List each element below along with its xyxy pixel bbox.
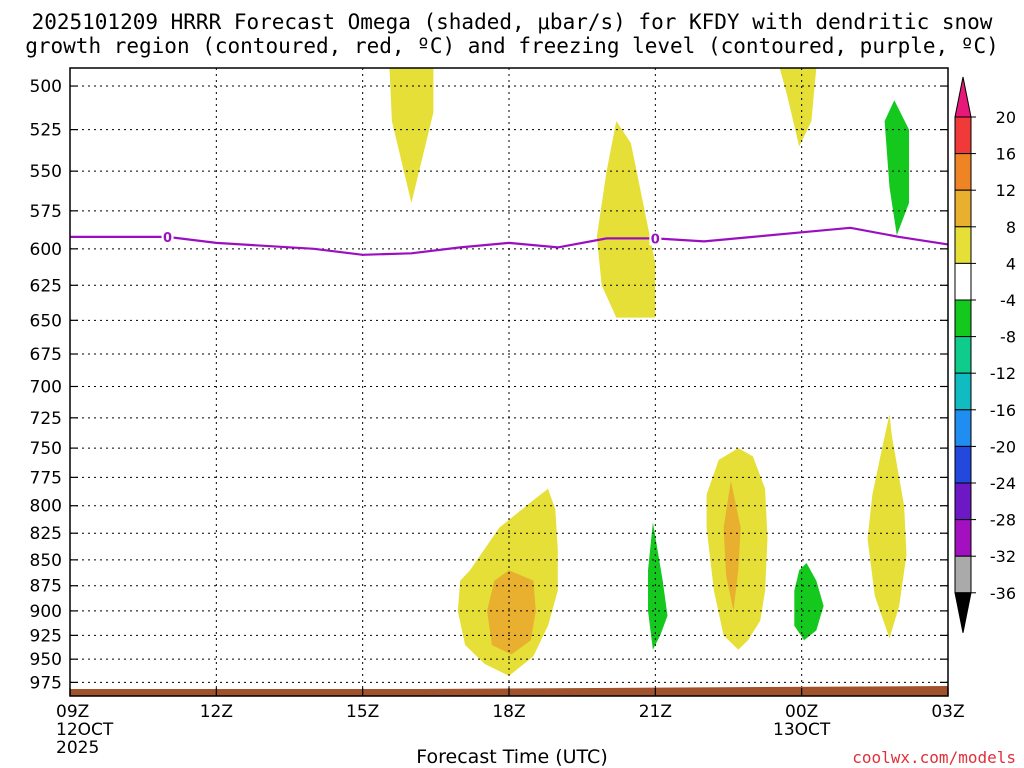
colorbar-swatch-10 bbox=[954, 445, 972, 484]
freezing-level-label-1: 0 bbox=[163, 231, 172, 246]
y-tick-label-500: 500 bbox=[30, 77, 62, 97]
x-tick-label-12Z: 12Z bbox=[199, 702, 233, 722]
colorbar-label-16: 16 bbox=[996, 145, 1016, 164]
x-tick-label-03Z: 03Z bbox=[931, 702, 965, 722]
colorbar-swatch-5 bbox=[954, 262, 972, 301]
colorbar-label--8: -8 bbox=[1000, 328, 1016, 347]
omega-region-2 bbox=[779, 68, 817, 147]
title-line-2: growth region (contoured, red, ºC) and f… bbox=[25, 34, 999, 58]
colorbar-swatch-12 bbox=[954, 519, 972, 557]
omega-region-7 bbox=[648, 522, 668, 650]
omega-shaded-regions bbox=[389, 68, 909, 676]
omega-region-11 bbox=[867, 414, 907, 639]
colorbar-label--36: -36 bbox=[990, 584, 1016, 603]
y-tick-label-550: 550 bbox=[30, 162, 62, 182]
omega-region-1 bbox=[389, 68, 434, 203]
omega-region-4 bbox=[884, 100, 909, 236]
x-tick-label-00Z: 00Z bbox=[785, 702, 819, 722]
y-tick-label-725: 725 bbox=[30, 409, 62, 429]
omega-region-3 bbox=[596, 121, 656, 318]
y-tick-label-525: 525 bbox=[30, 121, 62, 141]
freezing-level-line bbox=[70, 226, 949, 256]
x-tick-label-09Z: 09Z bbox=[56, 702, 90, 722]
y-tick-label-575: 575 bbox=[30, 202, 62, 222]
colorbar-label--28: -28 bbox=[990, 511, 1016, 530]
freezing-level-label-bg-1 bbox=[161, 229, 174, 244]
colorbar-top-arrow bbox=[954, 76, 972, 118]
y-tick-label-625: 625 bbox=[30, 276, 62, 296]
y-tick-label-850: 850 bbox=[30, 551, 62, 571]
x-axis-label: Forecast Time (UTC) bbox=[416, 746, 608, 768]
colorbar-swatch-9 bbox=[954, 409, 972, 447]
y-tick-label-950: 950 bbox=[30, 650, 62, 670]
colorbar-bottom-arrow bbox=[954, 592, 972, 633]
y-tick-label-650: 650 bbox=[30, 311, 62, 331]
colorbar-label-12: 12 bbox=[996, 181, 1016, 200]
y-tick-label-800: 800 bbox=[30, 497, 62, 517]
omega-region-10 bbox=[794, 563, 824, 641]
y-tick-label-825: 825 bbox=[30, 524, 62, 544]
y-tick-label-925: 925 bbox=[30, 626, 62, 646]
colorbar-label--24: -24 bbox=[990, 474, 1016, 493]
x-tick-label-15Z: 15Z bbox=[346, 702, 380, 722]
colorbar-label-8: 8 bbox=[1006, 218, 1016, 237]
colorbar-label--4: -4 bbox=[1000, 291, 1016, 310]
x-tick-label-21Z: 21Z bbox=[638, 702, 672, 722]
credit-text: coolwx.com/models bbox=[852, 748, 1016, 767]
title-line-1: 2025101209 HRRR Forecast Omega (shaded, … bbox=[31, 10, 993, 34]
freezing-level-label-2: 0 bbox=[651, 232, 660, 247]
omega-region-6 bbox=[487, 570, 536, 655]
x-tick-label-09Z-line3: 2025 bbox=[56, 738, 100, 758]
grid-lines bbox=[70, 68, 948, 696]
colorbar-swatch-11 bbox=[954, 482, 972, 521]
omega-region-9 bbox=[723, 480, 741, 611]
y-tick-label-600: 600 bbox=[30, 240, 62, 260]
y-axis-ticks: 500 525 550 575 600 625 650 675 700 725 750 775 800 8… bbox=[30, 77, 948, 693]
y-tick-label-975: 975 bbox=[30, 673, 62, 693]
colorbar-swatch-1 bbox=[954, 116, 972, 155]
y-tick-label-750: 750 bbox=[30, 439, 62, 459]
colorbar-label--16: -16 bbox=[990, 401, 1016, 420]
colorbar-label-20: 20 bbox=[996, 108, 1016, 127]
y-tick-label-875: 875 bbox=[30, 577, 62, 597]
colorbar-label--32: -32 bbox=[990, 547, 1016, 566]
colorbar-label-4: 4 bbox=[1006, 254, 1016, 273]
x-tick-label-18Z: 18Z bbox=[492, 702, 526, 722]
x-tick-label-00Z-line2: 13OCT bbox=[773, 720, 831, 740]
colorbar-swatch-13 bbox=[954, 555, 972, 594]
colorbar-swatch-7 bbox=[954, 336, 972, 374]
colorbar-swatch-3 bbox=[954, 189, 972, 228]
colorbar-swatch-8 bbox=[954, 372, 972, 411]
colorbar-label--12: -12 bbox=[990, 364, 1016, 383]
freezing-level-label-bg-2 bbox=[649, 231, 662, 246]
y-tick-label-700: 700 bbox=[30, 377, 62, 397]
y-tick-label-675: 675 bbox=[30, 345, 62, 365]
terrain-rise bbox=[421, 686, 948, 689]
colorbar-swatch-2 bbox=[954, 153, 972, 191]
colorbar-swatch-6 bbox=[954, 299, 972, 338]
colorbar-swatch-4 bbox=[954, 226, 972, 264]
colorbar: 20 16 12 8 4 -4 -8 -12 -16 -20 -24 -28 -32 -36 bbox=[954, 76, 1016, 633]
colorbar-label--20: -20 bbox=[990, 437, 1016, 456]
y-tick-label-900: 900 bbox=[30, 602, 62, 622]
x-tick-label-09Z-line2: 12OCT bbox=[56, 720, 114, 740]
y-tick-label-775: 775 bbox=[30, 468, 62, 488]
x-axis-tick-marks bbox=[69, 688, 949, 696]
